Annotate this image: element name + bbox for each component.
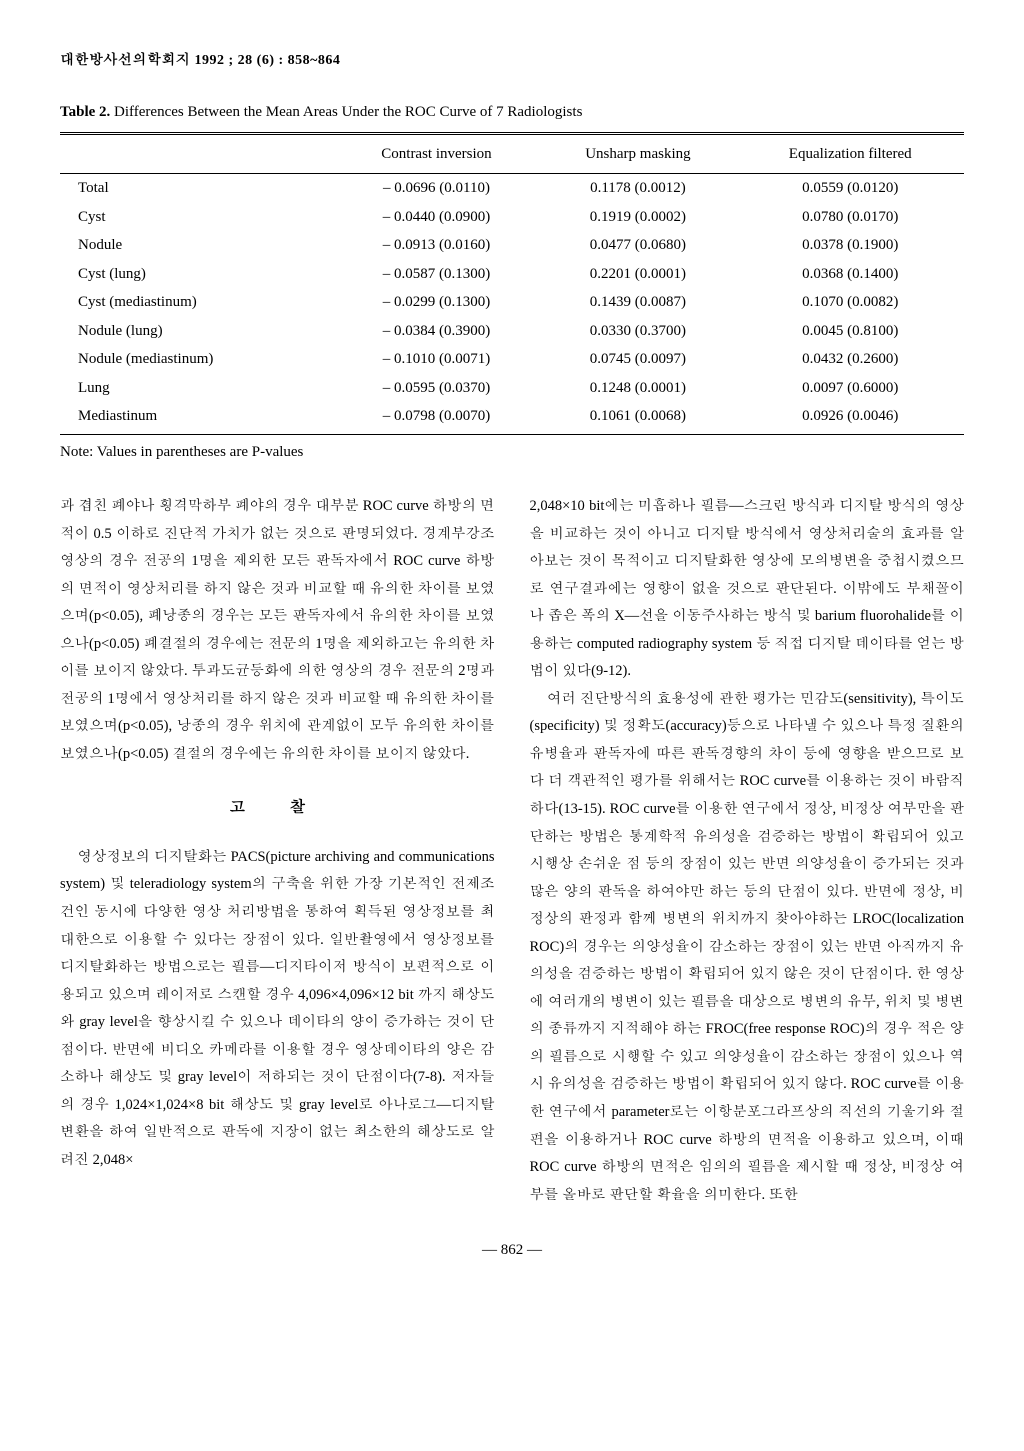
body-columns: 과 겹친 폐야나 횡격막하부 폐야의 경우 대부분 ROC curve 하방의 … — [60, 493, 964, 1209]
right-column: 2,048×10 bit에는 미흡하나 필름—스크린 방식과 디지탈 방식의 영… — [530, 493, 965, 1209]
data-cell: – 0.0299 (0.1300) — [334, 288, 540, 317]
left-column: 과 겹친 폐야나 횡격막하부 폐야의 경우 대부분 ROC curve 하방의 … — [60, 493, 495, 1209]
data-cell: 0.0045 (0.8100) — [736, 317, 964, 346]
table-title: Differences Between the Mean Areas Under… — [110, 104, 582, 120]
data-cell: – 0.0440 (0.0900) — [334, 203, 540, 232]
table-row: Nodule– 0.0913 (0.0160)0.0477 (0.0680)0.… — [60, 231, 964, 260]
row-label-cell: Nodule (mediastinum) — [60, 345, 334, 374]
table-number: Table 2. — [60, 104, 110, 120]
right-p1: 2,048×10 bit에는 미흡하나 필름—스크린 방식과 디지탈 방식의 영… — [530, 493, 965, 686]
data-cell: 0.1178 (0.0012) — [539, 174, 736, 203]
data-cell: 0.0432 (0.2600) — [736, 345, 964, 374]
data-cell: – 0.0696 (0.0110) — [334, 174, 540, 203]
table-row: Lung– 0.0595 (0.0370)0.1248 (0.0001)0.00… — [60, 374, 964, 403]
data-cell: 0.2201 (0.0001) — [539, 260, 736, 289]
data-cell: 0.0559 (0.0120) — [736, 174, 964, 203]
data-cell: – 0.0798 (0.0070) — [334, 402, 540, 434]
data-cell: 0.1919 (0.0002) — [539, 203, 736, 232]
data-cell: 0.0477 (0.0680) — [539, 231, 736, 260]
page-number: — 862 — — [60, 1239, 964, 1262]
row-label-cell: Nodule (lung) — [60, 317, 334, 346]
row-label-cell: Cyst (mediastinum) — [60, 288, 334, 317]
col-header-0 — [60, 135, 334, 174]
data-cell: – 0.0595 (0.0370) — [334, 374, 540, 403]
row-label-cell: Total — [60, 174, 334, 203]
col-header-2: Unsharp masking — [539, 135, 736, 174]
table-row: Cyst (mediastinum)– 0.0299 (0.1300)0.143… — [60, 288, 964, 317]
left-p1: 과 겹친 폐야나 횡격막하부 폐야의 경우 대부분 ROC curve 하방의 … — [60, 493, 495, 768]
section-heading: 고 찰 — [60, 793, 495, 823]
data-cell: 0.1061 (0.0068) — [539, 402, 736, 434]
data-cell: 0.0780 (0.0170) — [736, 203, 964, 232]
running-header: 대한방사선의학회지 1992 ; 28 (6) : 858~864 — [60, 50, 964, 71]
row-label-cell: Cyst — [60, 203, 334, 232]
data-cell: 0.0368 (0.1400) — [736, 260, 964, 289]
data-cell: 0.1439 (0.0087) — [539, 288, 736, 317]
table-row: Nodule (mediastinum)– 0.1010 (0.0071)0.0… — [60, 345, 964, 374]
data-cell: – 0.0384 (0.3900) — [334, 317, 540, 346]
table-row: Total– 0.0696 (0.0110)0.1178 (0.0012)0.0… — [60, 174, 964, 203]
data-cell: – 0.1010 (0.0071) — [334, 345, 540, 374]
row-label-cell: Nodule — [60, 231, 334, 260]
col-header-3: Equalization filtered — [736, 135, 964, 174]
data-cell: 0.0926 (0.0046) — [736, 402, 964, 434]
left-p2: 영상정보의 디지탈화는 PACS(picture archiving and c… — [60, 844, 495, 1175]
row-label-cell: Mediastinum — [60, 402, 334, 434]
table-note: Note: Values in parentheses are P-values — [60, 441, 964, 464]
data-cell: – 0.0587 (0.1300) — [334, 260, 540, 289]
data-cell: 0.0378 (0.1900) — [736, 231, 964, 260]
table-row: Mediastinum– 0.0798 (0.0070)0.1061 (0.00… — [60, 402, 964, 434]
data-cell: 0.1070 (0.0082) — [736, 288, 964, 317]
data-cell: 0.1248 (0.0001) — [539, 374, 736, 403]
table-row: Cyst– 0.0440 (0.0900)0.1919 (0.0002)0.07… — [60, 203, 964, 232]
row-label-cell: Cyst (lung) — [60, 260, 334, 289]
data-cell: 0.0745 (0.0097) — [539, 345, 736, 374]
col-header-1: Contrast inversion — [334, 135, 540, 174]
data-cell: – 0.0913 (0.0160) — [334, 231, 540, 260]
data-cell: 0.0330 (0.3700) — [539, 317, 736, 346]
data-cell: 0.0097 (0.6000) — [736, 374, 964, 403]
table-row: Nodule (lung)– 0.0384 (0.3900)0.0330 (0.… — [60, 317, 964, 346]
row-label-cell: Lung — [60, 374, 334, 403]
data-table: Contrast inversion Unsharp masking Equal… — [60, 132, 964, 435]
right-p2: 여러 진단방식의 효용성에 관한 평가는 민감도(sensitivity), 특… — [530, 686, 965, 1209]
table-caption: Table 2. Differences Between the Mean Ar… — [60, 101, 964, 124]
table-row: Cyst (lung)– 0.0587 (0.1300)0.2201 (0.00… — [60, 260, 964, 289]
